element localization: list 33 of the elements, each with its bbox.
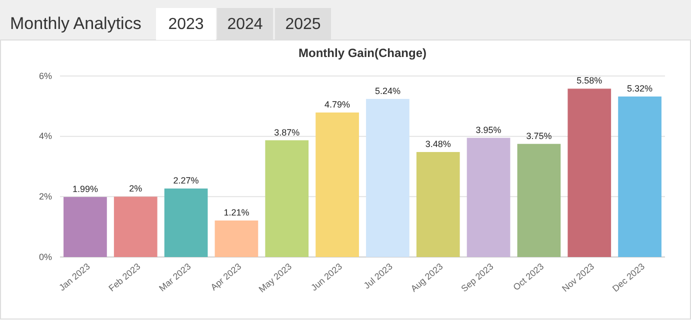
- data-label: 1.21%: [224, 208, 250, 218]
- data-label: 1.99%: [72, 184, 98, 194]
- y-tick-label: 4%: [38, 131, 52, 142]
- data-label: 2.27%: [173, 176, 199, 186]
- bar: [265, 140, 309, 257]
- data-label: 4.79%: [324, 100, 350, 110]
- data-label: 5.32%: [627, 84, 653, 94]
- bar: [466, 138, 510, 257]
- data-label: 3.48%: [425, 139, 451, 150]
- bar: [316, 112, 359, 257]
- y-tick-label: 6%: [38, 70, 52, 81]
- data-label: 5.58%: [576, 76, 602, 86]
- text: 2023: [168, 16, 204, 33]
- bar: [416, 152, 460, 257]
- chart-title: Monthly Gain(Change): [298, 46, 426, 60]
- data-label: 3.95%: [476, 124, 502, 135]
- bar: [568, 88, 612, 257]
- bar: [517, 144, 561, 257]
- bar: [114, 196, 158, 257]
- bar: [64, 196, 107, 257]
- text: 2025: [285, 16, 321, 33]
- bar: [618, 96, 662, 257]
- data-label: 3.87%: [274, 127, 300, 138]
- text: 2024: [227, 16, 263, 33]
- data-label: 2%: [129, 184, 142, 194]
- bar: [366, 98, 410, 257]
- text: Monthly Analytics: [10, 14, 142, 33]
- bar: [214, 220, 258, 257]
- data-label: 5.24%: [374, 86, 400, 96]
- y-tick-label: 2%: [38, 192, 52, 202]
- data-label: 3.75%: [526, 130, 552, 141]
- y-tick-label: 0%: [38, 252, 52, 262]
- bar: [164, 188, 208, 257]
